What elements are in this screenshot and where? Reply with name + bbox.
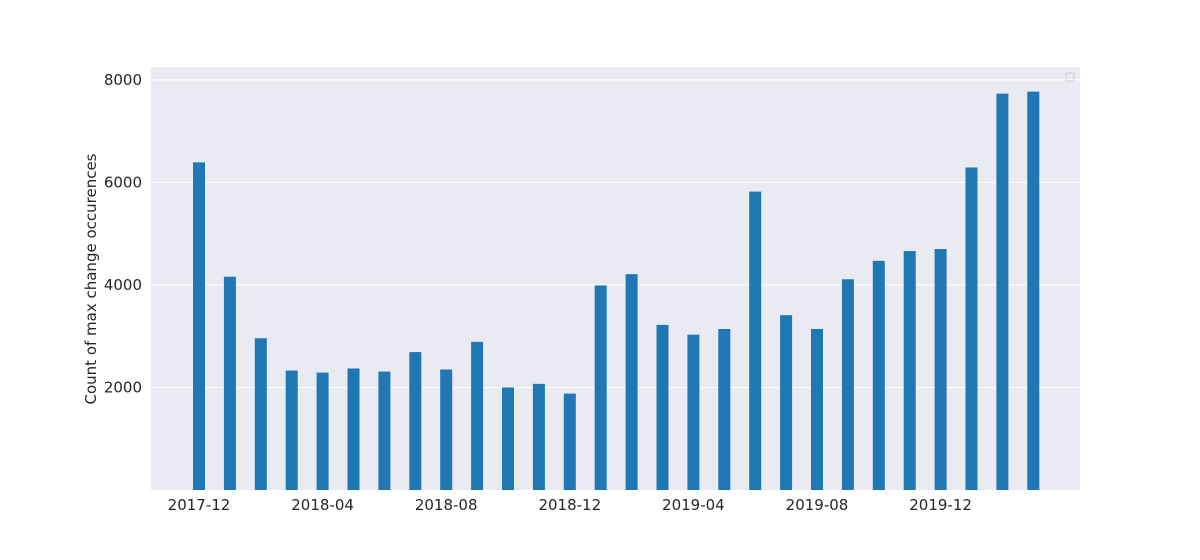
x-tick-label: 2019-12 xyxy=(909,496,972,514)
bar xyxy=(656,324,669,490)
bar xyxy=(440,369,453,490)
x-tick-label: 2018-04 xyxy=(291,496,354,514)
bar xyxy=(502,387,514,490)
bar xyxy=(594,285,607,490)
x-tick-label: 2019-08 xyxy=(786,496,849,514)
y-axis-ticks: 2000 4000 6000 8000 xyxy=(104,71,142,397)
bar xyxy=(347,368,360,490)
bar xyxy=(872,260,885,490)
y-axis-label: Count of max change occurences xyxy=(82,153,100,404)
x-tick-label: 2018-08 xyxy=(415,496,478,514)
bar xyxy=(749,191,762,491)
y-tick-label: 4000 xyxy=(104,276,142,294)
grid-lines xyxy=(151,79,1080,388)
bar xyxy=(471,341,484,490)
bars xyxy=(193,91,1040,491)
bar xyxy=(625,274,638,490)
x-axis-ticks: 2017-12 2018-04 2018-08 2018-12 2019-04 2019-… xyxy=(168,496,972,514)
x-tick-label: 2017-12 xyxy=(168,496,231,514)
bar xyxy=(841,279,854,490)
bar xyxy=(316,372,329,490)
x-tick-label: 2018-12 xyxy=(538,496,601,514)
bar xyxy=(687,334,700,490)
bar xyxy=(532,383,545,490)
bar xyxy=(903,251,916,490)
bar xyxy=(409,352,422,490)
bar xyxy=(223,276,236,490)
legend-box xyxy=(1065,72,1075,82)
bar xyxy=(811,329,823,490)
plot-area xyxy=(151,67,1080,490)
y-tick-label: 2000 xyxy=(104,378,142,396)
bar xyxy=(934,249,947,490)
bar xyxy=(1027,91,1040,491)
bar xyxy=(193,162,205,490)
bar xyxy=(780,315,793,490)
y-tick-label: 8000 xyxy=(104,71,142,89)
bar xyxy=(563,393,576,490)
bar xyxy=(254,338,267,490)
bar xyxy=(285,370,298,490)
bar xyxy=(965,167,978,490)
bar xyxy=(996,93,1009,491)
x-tick-label: 2019-04 xyxy=(662,496,725,514)
bar xyxy=(718,329,731,490)
bar xyxy=(378,371,391,490)
y-tick-label: 6000 xyxy=(104,173,142,191)
